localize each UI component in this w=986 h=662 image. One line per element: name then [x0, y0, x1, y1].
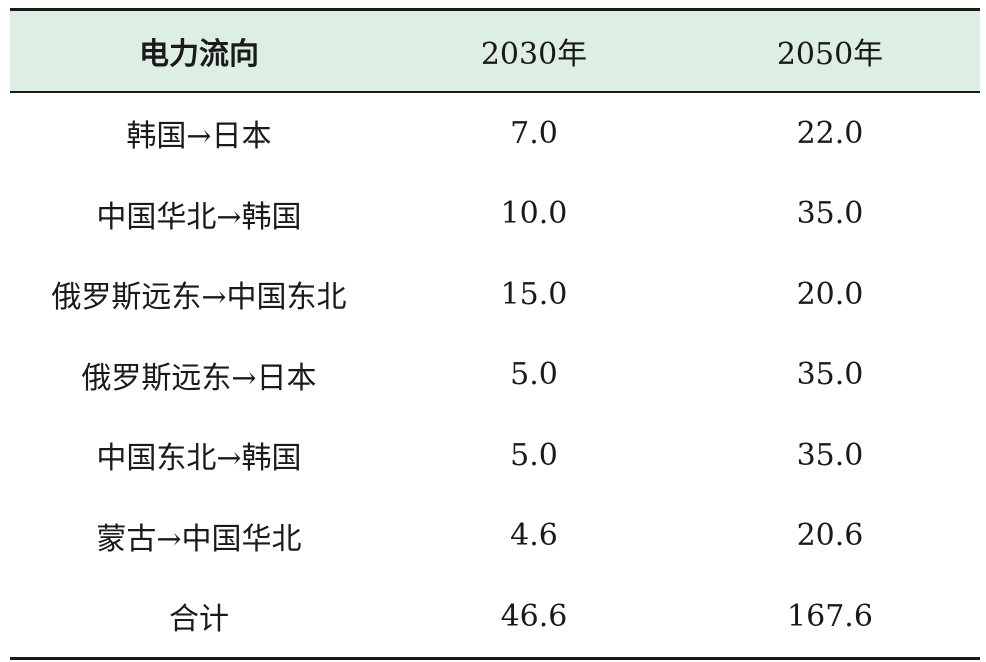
cell-2050: 35.0 [796, 196, 864, 232]
cell-2030: 5.0 [510, 437, 558, 473]
table-row: 俄罗斯远东→日本 5.0 35.0 [10, 335, 980, 416]
table-row: 蒙古→中国华北 4.6 20.6 [10, 496, 980, 577]
cell-2050: 20.6 [796, 518, 864, 554]
table-row: 韩国→日本 7.0 22.0 [10, 92, 980, 174]
header-2030: 2030年 [388, 8, 680, 93]
cell-flow-direction: 中国华北→韩国 [96, 199, 302, 235]
cell-2050: 35.0 [796, 357, 864, 393]
cell-2030: 15.0 [500, 276, 568, 312]
table-row: 中国华北→韩国 10.0 35.0 [10, 174, 980, 255]
cell-flow-direction: 蒙古→中国华北 [96, 521, 302, 557]
power-flow-table-container: 电力流向 2030年 2050年 韩国→日本 7.0 22.0 中国华北→韩国 … [10, 8, 980, 660]
cell-2050: 35.0 [796, 437, 864, 473]
cell-flow-direction: 俄罗斯远东→中国东北 [51, 280, 347, 316]
cell-total-label: 合计 [10, 576, 388, 660]
header-flow-direction: 电力流向 [10, 8, 388, 93]
table-header-row: 电力流向 2030年 2050年 [10, 8, 980, 93]
cell-flow-direction: 俄罗斯远东→日本 [81, 360, 317, 396]
cell-total-2030: 46.6 [388, 576, 680, 660]
cell-total-2050: 167.6 [680, 576, 980, 660]
table-total-row: 合计 46.6 167.6 [10, 576, 980, 660]
cell-2030: 5.0 [510, 357, 558, 393]
cell-2050: 20.0 [796, 276, 864, 312]
table-row: 中国东北→韩国 5.0 35.0 [10, 415, 980, 496]
cell-2030: 10.0 [500, 196, 568, 232]
power-flow-table: 电力流向 2030年 2050年 韩国→日本 7.0 22.0 中国华北→韩国 … [10, 8, 980, 660]
header-2050: 2050年 [680, 8, 980, 93]
cell-2050: 22.0 [796, 115, 864, 151]
cell-2030: 4.6 [510, 518, 558, 554]
cell-2030: 7.0 [510, 115, 558, 151]
table-row: 俄罗斯远东→中国东北 15.0 20.0 [10, 254, 980, 335]
cell-flow-direction: 中国东北→韩国 [96, 441, 302, 477]
cell-flow-direction: 韩国→日本 [126, 119, 272, 155]
